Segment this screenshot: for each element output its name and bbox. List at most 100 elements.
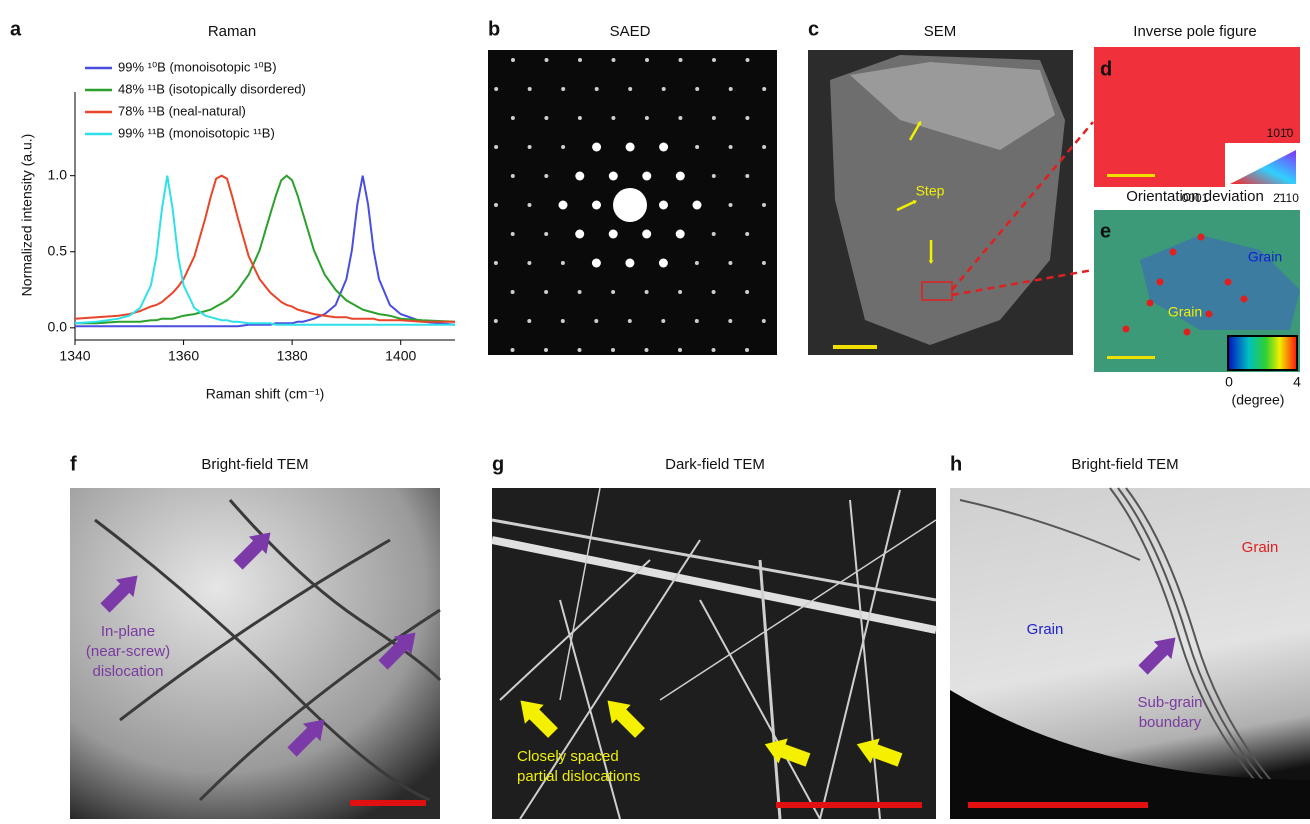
- diffraction-spot: [625, 259, 634, 268]
- diffraction-spot: [762, 203, 766, 207]
- diffraction-spot: [544, 174, 548, 178]
- corner-label: 101̄0: [1267, 126, 1294, 140]
- diffraction-spot: [659, 259, 668, 268]
- scale-bar: [776, 802, 922, 808]
- diffraction-spot: [678, 348, 682, 352]
- diffraction-spot: [679, 58, 683, 62]
- diffraction-spot: [712, 58, 716, 62]
- annotation: Step: [916, 183, 945, 199]
- grain-label: Grain: [1168, 304, 1202, 320]
- marker-dot: [1157, 279, 1164, 286]
- diffraction-spot: [645, 116, 649, 120]
- diffraction-spot: [712, 290, 716, 294]
- diffraction-spot: [612, 58, 616, 62]
- diffraction-spot: [578, 290, 582, 294]
- annotation: Closely spaced: [517, 748, 619, 765]
- diffraction-spot: [659, 143, 668, 152]
- panel-label: c: [808, 18, 819, 40]
- corner-label: 2̄110: [1273, 191, 1299, 205]
- diffraction-spot: [745, 116, 749, 120]
- diffraction-spot: [695, 319, 699, 323]
- marker-dot: [1198, 234, 1205, 241]
- x-tick-label: 1360: [168, 348, 199, 364]
- annotation: boundary: [1139, 714, 1202, 731]
- diffraction-spot: [729, 203, 733, 207]
- colorbar-label: 0: [1225, 374, 1233, 390]
- diffraction-spot: [762, 319, 766, 323]
- diffraction-spot: [561, 145, 565, 149]
- diffraction-spot: [659, 201, 668, 210]
- grain-label: Grain: [1242, 539, 1279, 556]
- grain-label: Grain: [1027, 621, 1064, 638]
- diffraction-spot: [494, 203, 498, 207]
- diffraction-spot: [528, 145, 532, 149]
- marker-dot: [1241, 296, 1248, 303]
- panel-label: a: [10, 18, 22, 40]
- scale-bar: [350, 800, 426, 806]
- panel-label: e: [1100, 220, 1111, 242]
- diffraction-spot: [611, 290, 615, 294]
- diffraction-spot: [561, 261, 565, 265]
- diffraction-spot: [575, 230, 584, 239]
- diffraction-spot: [762, 145, 766, 149]
- marker-dot: [1225, 279, 1232, 286]
- diffraction-spot: [728, 319, 732, 323]
- x-axis-label: Raman shift (cm⁻¹): [206, 386, 325, 402]
- diffraction-spot: [662, 87, 666, 91]
- y-axis-label: Normalized intensity (a.u.): [19, 134, 35, 297]
- diffraction-spot: [494, 261, 498, 265]
- grain-label: Grain: [1248, 249, 1282, 265]
- diffraction-spot: [544, 348, 548, 352]
- figure: a Raman Normalized intensity (a.u.) Rama…: [0, 0, 1310, 819]
- colorbar-unit: (degree): [1232, 392, 1285, 408]
- diffraction-spot: [613, 188, 647, 222]
- diffraction-spot: [745, 290, 749, 294]
- marker-dot: [1123, 326, 1130, 333]
- diffraction-spot: [678, 116, 682, 120]
- diffraction-spot: [645, 290, 649, 294]
- panel-title: SAED: [610, 23, 651, 40]
- diffraction-spot: [729, 145, 733, 149]
- diffraction-spot: [628, 87, 632, 91]
- diffraction-spot: [559, 201, 568, 210]
- diffraction-spot: [626, 143, 635, 152]
- diffraction-spot: [609, 172, 618, 181]
- x-tick-label: 1340: [59, 348, 90, 364]
- y-tick-label: 0.0: [48, 319, 68, 335]
- scale-bar: [833, 345, 877, 349]
- legend-label: 99% ¹⁰B (monoisotopic ¹⁰B): [118, 59, 277, 74]
- diffraction-spot: [676, 172, 685, 181]
- diffraction-spot: [594, 319, 598, 323]
- legend-label: 99% ¹¹B (monoisotopic ¹¹B): [118, 125, 275, 140]
- diffraction-spot: [527, 319, 531, 323]
- diffraction-spot: [645, 348, 649, 352]
- marker-dot: [1147, 300, 1154, 307]
- panel-title: Bright-field TEM: [1071, 456, 1178, 473]
- y-tick-label: 0.5: [48, 242, 68, 258]
- diffraction-spot: [578, 58, 582, 62]
- diffraction-spot: [575, 172, 584, 181]
- panel-title: Dark-field TEM: [665, 456, 765, 473]
- diffraction-spot: [528, 87, 532, 91]
- diffraction-spot: [645, 58, 649, 62]
- chart-title: Raman: [208, 23, 256, 40]
- y-tick-label: 1.0: [48, 166, 68, 182]
- diffraction-spot: [676, 230, 685, 239]
- diffraction-spot: [511, 116, 515, 120]
- diffraction-spot: [592, 143, 601, 152]
- diffraction-spot: [592, 259, 601, 268]
- annotation: Sub-grain: [1137, 694, 1202, 711]
- diffraction-spot: [695, 87, 699, 91]
- diffraction-spot: [728, 261, 732, 265]
- diffraction-spot: [592, 201, 601, 210]
- diffraction-spot: [729, 87, 733, 91]
- diffraction-spot: [544, 116, 548, 120]
- marker-dot: [1170, 249, 1177, 256]
- panel-label: g: [492, 453, 504, 475]
- diffraction-spot: [511, 174, 515, 178]
- diffraction-spot: [511, 290, 515, 294]
- diffraction-spot: [527, 261, 531, 265]
- scale-bar: [1107, 356, 1155, 359]
- annotation: (near-screw): [86, 643, 170, 660]
- panel-label: h: [950, 453, 962, 475]
